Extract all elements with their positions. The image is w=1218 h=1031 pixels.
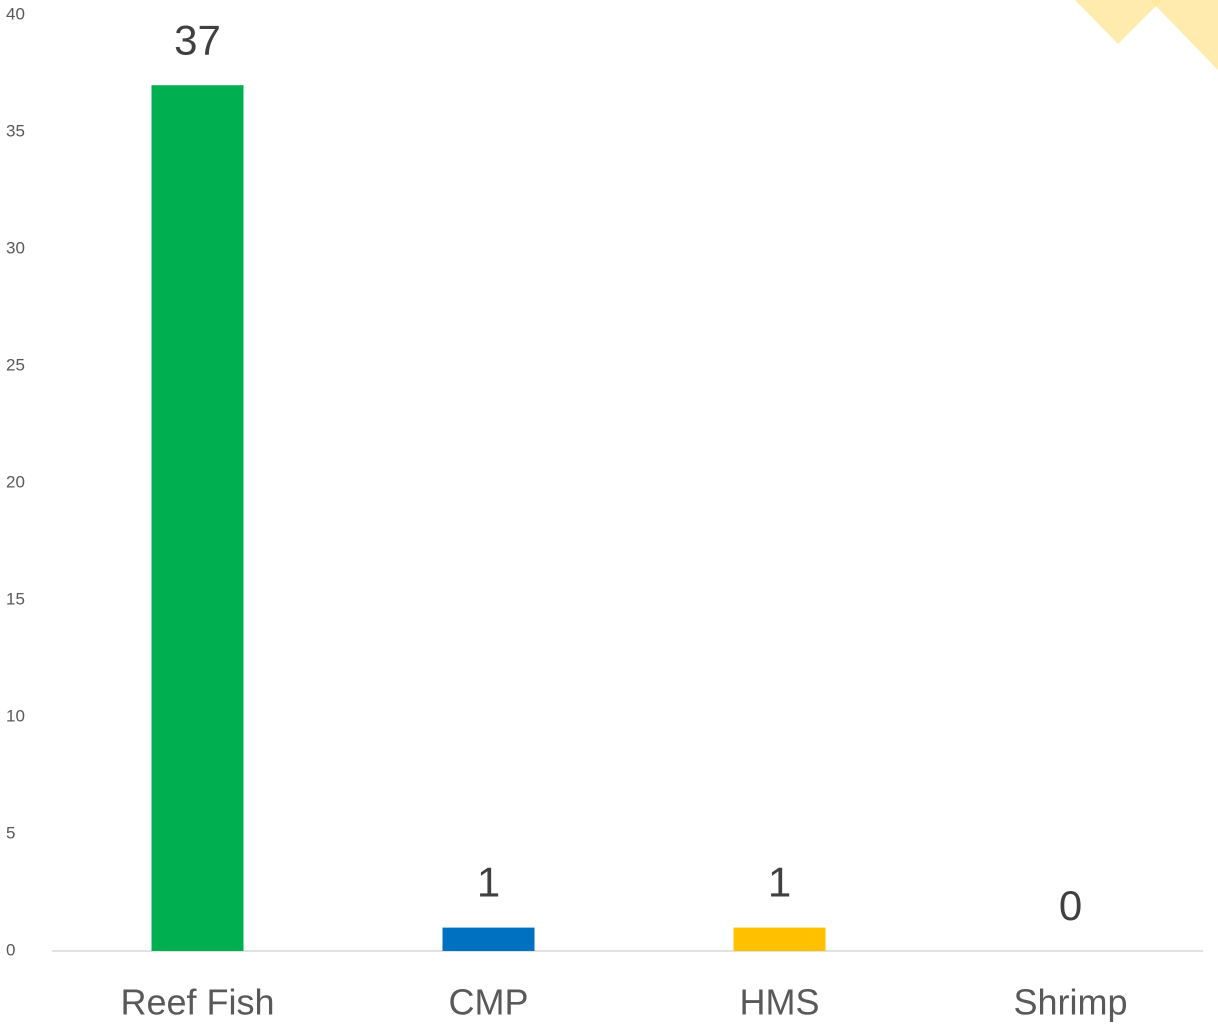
y-tick-label: 5 <box>6 823 15 842</box>
y-tick-label: 15 <box>6 589 25 608</box>
x-tick-label: Shrimp <box>1013 982 1127 1023</box>
x-tick-label: HMS <box>740 982 820 1023</box>
y-tick-label: 25 <box>6 355 25 374</box>
y-tick-label: 10 <box>6 706 25 725</box>
y-tick-label: 35 <box>6 121 25 140</box>
bar <box>442 927 535 951</box>
value-label: 1 <box>477 859 500 906</box>
decor-shape <box>1150 0 1218 70</box>
bar <box>151 85 244 951</box>
value-label: 1 <box>768 859 791 906</box>
y-tick-label: 0 <box>6 940 15 959</box>
value-label: 37 <box>174 16 221 63</box>
y-tick-label: 40 <box>6 4 25 23</box>
value-label: 0 <box>1059 882 1082 929</box>
bar <box>733 927 826 951</box>
x-tick-label: CMP <box>449 982 529 1023</box>
decor-shape <box>1075 0 1162 44</box>
decoration <box>1075 0 1218 70</box>
y-tick-label: 30 <box>6 238 25 257</box>
y-tick-label: 20 <box>6 472 25 491</box>
x-tick-label: Reef Fish <box>120 982 274 1023</box>
